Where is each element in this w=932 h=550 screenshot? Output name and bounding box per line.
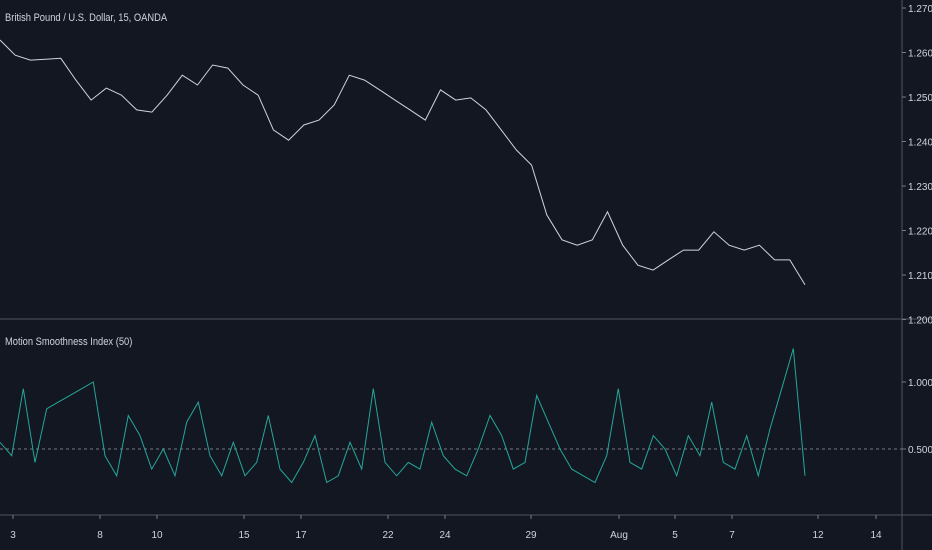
time-tick-label: 17 [295,530,307,541]
price-tick-label: 1.2400 [908,138,932,149]
time-tick-label: 29 [525,530,537,541]
time-tick-label: 7 [729,530,735,541]
time-tick-label: 8 [97,530,103,541]
time-tick-label: 24 [439,530,451,541]
price-chart-title: British Pound / U.S. Dollar, 15, OANDA [5,12,168,24]
price-tick-label: 1.2100 [908,271,932,282]
time-tick-label: 12 [812,530,824,541]
price-tick-label: 1.2000 [908,316,932,327]
price-tick-label: 1.2300 [908,182,932,193]
time-tick-label: 5 [672,530,678,541]
time-tick-label: 3 [10,530,16,541]
price-tick-label: 1.2200 [908,227,932,238]
time-tick-label: Aug [610,530,628,541]
price-tick-label: 1.2600 [908,49,932,60]
price-tick-label: 1.2500 [908,93,932,104]
indicator-title: Motion Smoothness Index (50) [5,336,133,348]
indicator-tick-label: 0.5000 [908,445,932,456]
time-tick-label: 10 [151,530,163,541]
msi-series-line [0,348,806,484]
price-tick-label: 1.2700 [908,4,932,15]
time-tick-label: 22 [382,530,394,541]
time-tick-label: 14 [870,530,882,541]
time-tick-label: 15 [238,530,250,541]
price-series-line [0,39,806,286]
